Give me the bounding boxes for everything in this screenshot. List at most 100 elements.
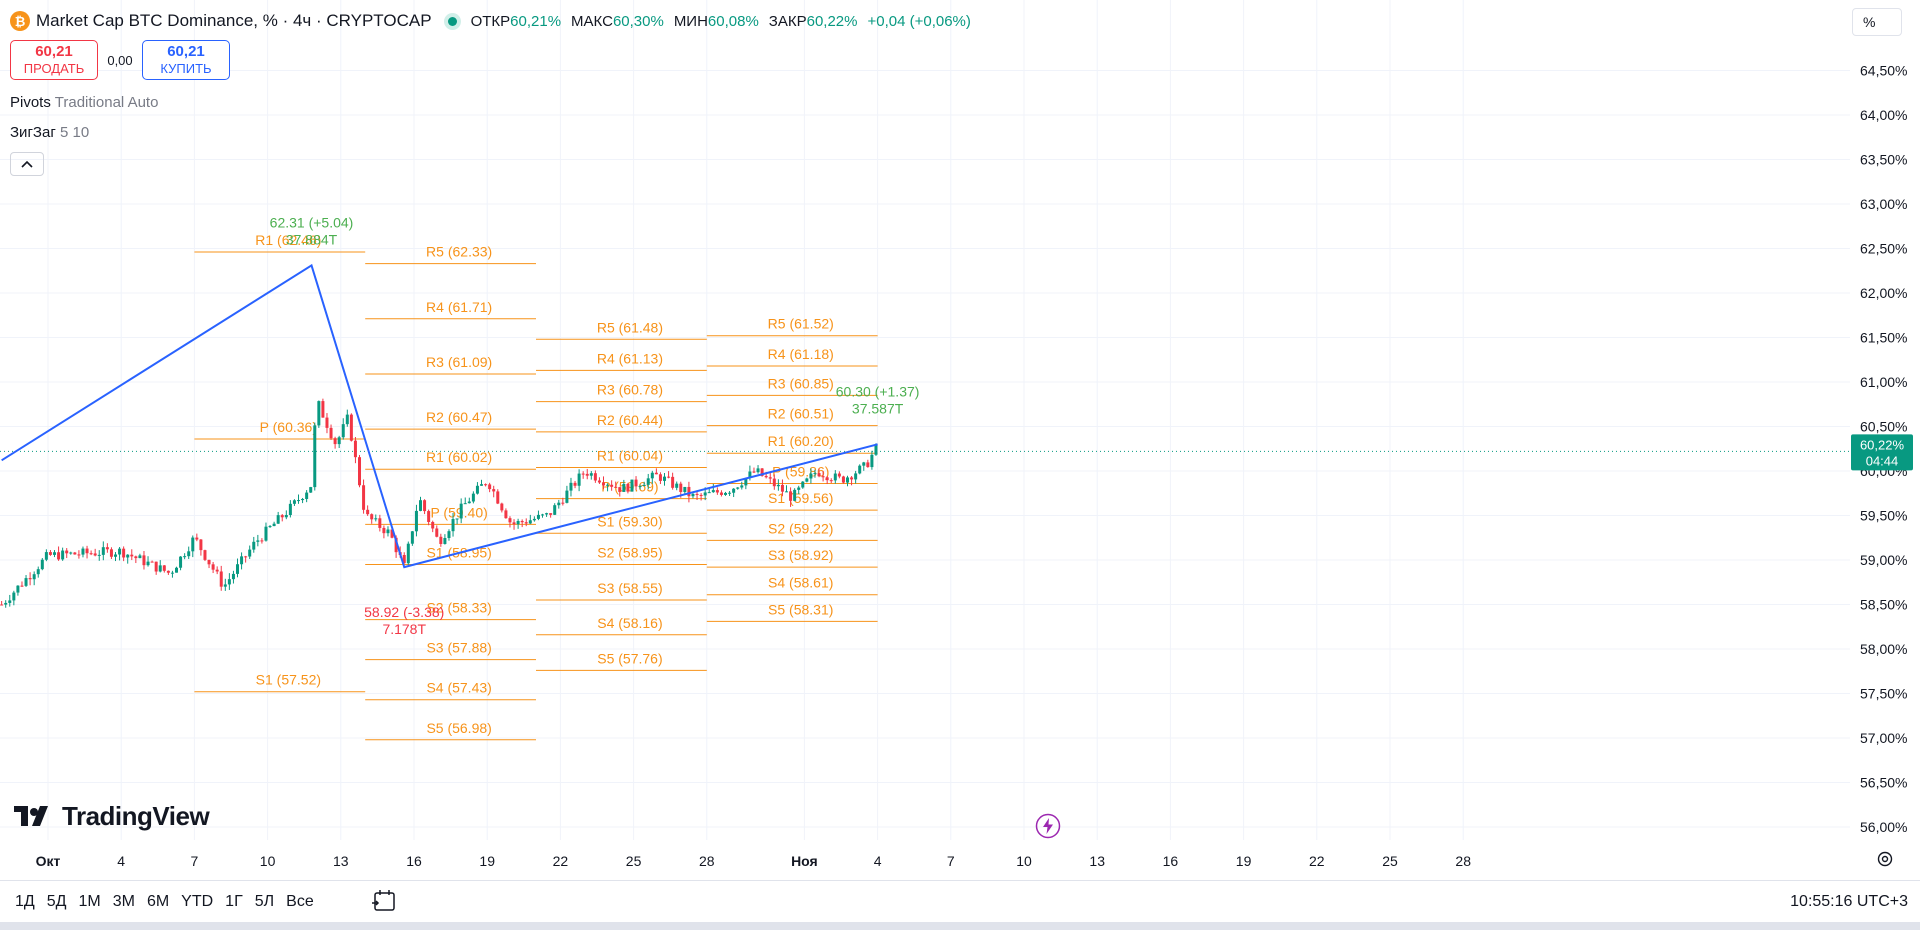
sell-price: 60,21 — [35, 43, 73, 60]
candle-body — [48, 552, 52, 555]
time-tick-label: 16 — [1163, 853, 1179, 869]
candle-body — [162, 565, 166, 571]
candles — [0, 398, 878, 608]
settings-icon[interactable] — [1876, 850, 1894, 868]
candle-body — [138, 555, 142, 559]
range-button[interactable]: 1Д — [15, 893, 35, 910]
range-button[interactable]: 3М — [112, 893, 135, 910]
candle-body — [732, 488, 736, 493]
price-tick-label: 60,50% — [1860, 419, 1907, 435]
chevron-up-icon — [21, 160, 33, 168]
candle-body — [658, 474, 662, 481]
candle-body — [715, 490, 719, 493]
candle-body — [244, 556, 248, 558]
candle-body — [69, 552, 73, 554]
price-axis[interactable]: 64,50% 64,00% 63,50% 63,00% 62,50% 62,00% 61,5… — [1851, 63, 1913, 836]
pivot-label: R3 (61.09) — [426, 354, 492, 370]
lightning-icon[interactable] — [1035, 813, 1061, 839]
candle-body — [447, 531, 451, 539]
tradingview-logo[interactable]: TradingView — [14, 800, 210, 832]
candle-body — [679, 483, 683, 492]
pivot-label: R5 (61.52) — [768, 316, 834, 332]
indicator-pivots[interactable]: Pivots Traditional Auto — [10, 94, 159, 111]
range-button[interactable]: Все — [286, 893, 314, 910]
candle-body — [532, 518, 536, 521]
candle-body — [321, 401, 325, 418]
pivot-label: R1 (60.04) — [597, 447, 663, 463]
zigzag-line — [1, 263, 878, 569]
tradingview-logo-icon — [14, 806, 48, 826]
candle-body — [382, 527, 386, 534]
candle-body — [301, 498, 305, 501]
range-button[interactable]: YTD — [181, 893, 214, 910]
candle-body — [833, 473, 837, 481]
time-tick-label: 28 — [1455, 853, 1471, 869]
candle-body — [394, 537, 398, 553]
zigzag-volume: 7.178T — [382, 621, 426, 637]
range-button[interactable]: 1Г — [225, 893, 243, 910]
spread-value: 0,00 — [107, 52, 133, 68]
candle-body — [553, 505, 557, 515]
candle-body — [219, 571, 223, 587]
range-button[interactable]: 5Д — [46, 893, 67, 910]
range-button[interactable]: 5Л — [254, 893, 275, 910]
collapse-indicators-button[interactable] — [10, 152, 44, 176]
indicator-zigzag[interactable]: ЗигЗаг 5 10 — [10, 124, 90, 141]
unit-selector[interactable]: % — [1852, 8, 1902, 36]
candle-body — [268, 526, 272, 528]
price-grid — [0, 0, 1850, 840]
candle-body — [581, 473, 585, 475]
buy-button[interactable]: 60,21 КУПИТЬ — [142, 40, 230, 80]
bitcoin-icon[interactable]: ₿ — [10, 11, 30, 31]
candle-body — [427, 511, 431, 522]
candle-body — [471, 493, 475, 502]
clock[interactable]: 10:55:16 UTC+3 — [1790, 893, 1908, 910]
candle-body — [431, 521, 435, 529]
candle-body — [756, 468, 760, 473]
sell-button[interactable]: 60,21 ПРОДАТЬ — [10, 40, 98, 80]
pivot-label: S5 (56.98) — [426, 720, 491, 736]
time-tick-label: 19 — [479, 853, 495, 869]
candle-body — [93, 553, 97, 556]
market-status-icon[interactable] — [447, 16, 457, 26]
candle-body — [650, 472, 654, 479]
range-button[interactable]: 1М — [78, 893, 101, 910]
candle-body — [569, 482, 573, 491]
ohlc-high: МАКС60,30% — [571, 12, 664, 30]
time-tick-label: 22 — [1309, 853, 1325, 869]
candle-body — [638, 486, 642, 488]
pivot-label: S1 (59.56) — [768, 490, 833, 506]
candle-body — [805, 478, 809, 482]
time-axis[interactable]: Окт 4 7 10 13 16 19 22 25 28 Ноя 4 7 10 13 16 19 22 25 28 — [36, 853, 1472, 869]
time-tick-label: 10 — [1016, 853, 1032, 869]
candle-body — [175, 567, 179, 573]
pivot-label: P (59.40) — [430, 504, 487, 520]
buy-price: 60,21 — [167, 43, 205, 60]
pivot-label: R4 (61.18) — [768, 346, 834, 362]
candle-body — [825, 477, 829, 481]
candle-body — [390, 529, 394, 538]
candle-body — [549, 513, 553, 515]
symbol-title[interactable]: Market Cap BTC Dominance, % · 4ч · CRYPT… — [36, 11, 432, 30]
candle-body — [16, 585, 20, 593]
candle-body — [65, 550, 69, 554]
candle-body — [463, 503, 467, 505]
candle-body — [53, 552, 57, 555]
candle-body — [276, 515, 280, 524]
candle-body — [699, 494, 703, 496]
range-button[interactable]: 6М — [146, 893, 170, 910]
candle-body — [541, 514, 545, 516]
candle-body — [284, 514, 288, 518]
price-tick-label: 59,00% — [1860, 552, 1907, 568]
calendar-range-icon[interactable] — [372, 889, 398, 913]
zigzag-label: 58.92 (-3.38) — [364, 604, 444, 620]
candle-body — [410, 531, 414, 544]
candle-body — [256, 540, 260, 542]
candle-body — [28, 578, 32, 580]
candle-body — [61, 550, 65, 560]
candle-body — [122, 548, 126, 558]
candle-body — [748, 471, 752, 479]
chart-canvas[interactable]: R5 (61.37)R4 (60.85)R3 (60.34)R2 (59.83)… — [0, 0, 1920, 880]
candle-body — [81, 548, 85, 555]
time-tick-label: 25 — [1382, 853, 1398, 869]
